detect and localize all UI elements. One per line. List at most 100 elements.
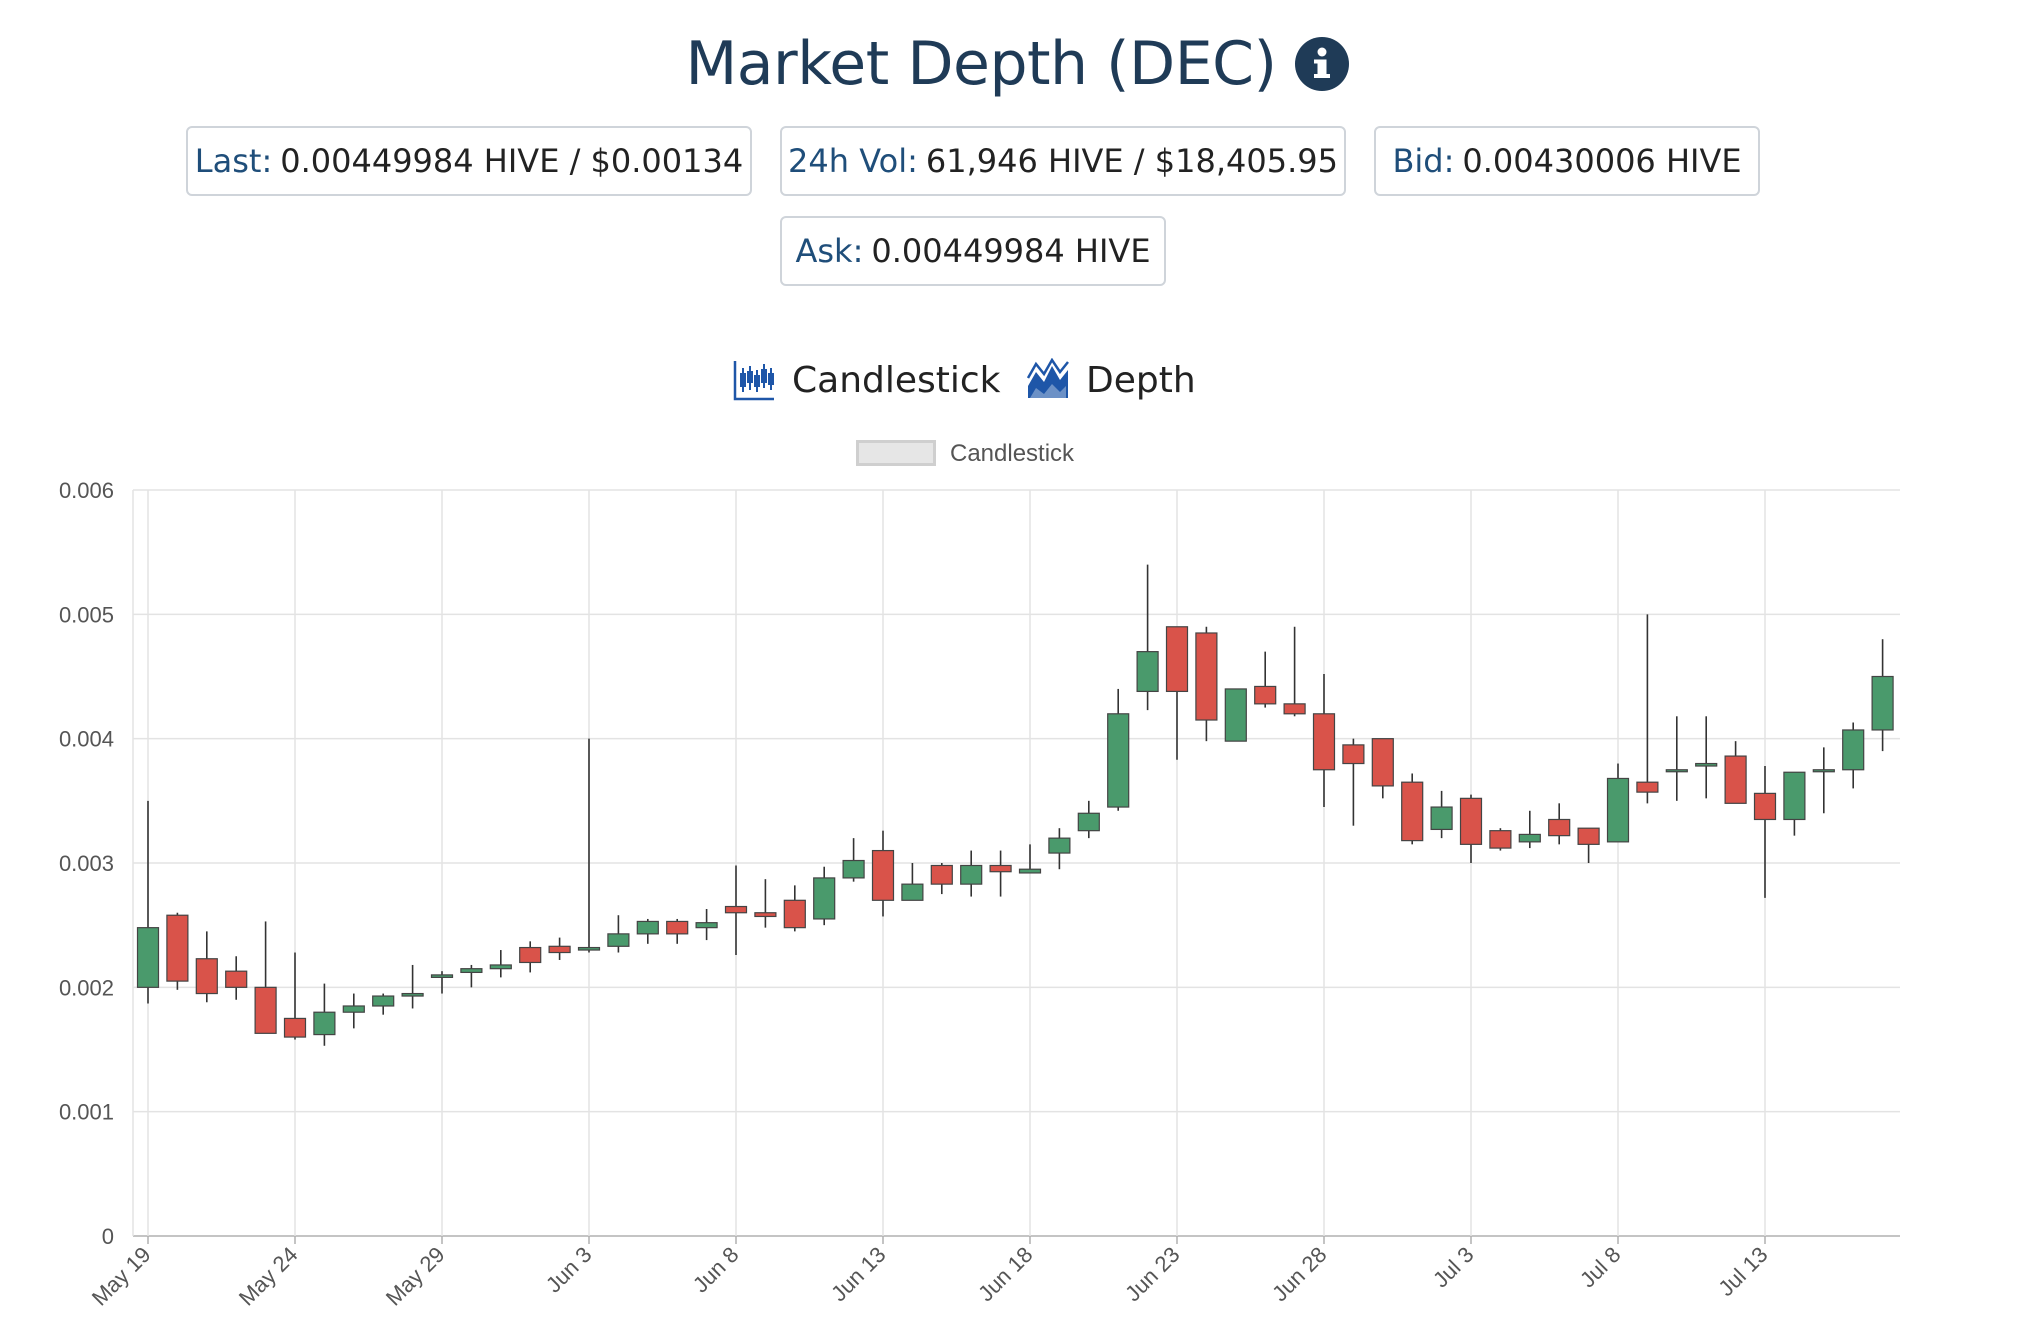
info-circle-icon[interactable]	[1294, 36, 1350, 92]
candle-body	[1195, 632, 1218, 721]
candle-body	[1459, 797, 1483, 845]
candle-body	[430, 974, 454, 978]
candle-body	[1695, 762, 1718, 767]
candle-body	[783, 899, 806, 929]
candle-body	[1842, 729, 1865, 771]
title-row: Market Depth (DEC)	[0, 18, 2036, 110]
x-tick-label: Jun 13	[826, 1242, 890, 1306]
candle-body	[901, 883, 924, 901]
y-tick-label: 0.004	[59, 727, 114, 752]
candle-body	[1342, 744, 1365, 765]
candle-body	[1753, 792, 1777, 821]
candle-body	[313, 1011, 336, 1036]
x-tick-label: Jun 28	[1267, 1242, 1331, 1306]
candle-body	[283, 1017, 307, 1038]
last-value: 0.00449984 HIVE / $0.00134	[280, 142, 744, 180]
candle-body	[1606, 777, 1630, 843]
bid-label: Bid:	[1392, 142, 1455, 180]
candle-body	[695, 922, 718, 929]
candle-body	[1136, 651, 1159, 693]
candle-body	[489, 964, 512, 970]
tab-candlestick-label: Candlestick	[792, 359, 1001, 401]
volume-value: 61,946 HIVE / $18,405.95	[925, 142, 1338, 180]
candle-body	[1518, 833, 1541, 843]
candle-body	[1489, 830, 1512, 849]
candle-body	[1283, 703, 1306, 715]
last-price-box: Last: 0.00449984 HIVE / $0.00134	[186, 126, 752, 196]
candle-body	[1871, 675, 1894, 731]
candle-body	[1312, 713, 1336, 771]
candle-body	[1048, 837, 1071, 854]
chart-tabs: Candlestick Depth	[0, 358, 2036, 418]
candle-body	[930, 864, 953, 885]
candle-body	[460, 968, 483, 974]
candle-body	[1224, 688, 1247, 742]
candle-body	[1371, 738, 1394, 787]
candle-body	[1430, 806, 1453, 831]
candle-body	[401, 992, 424, 997]
candle-body	[519, 946, 542, 964]
candle-body	[254, 986, 277, 1034]
x-tick-label: Jul 3	[1428, 1242, 1479, 1293]
candle-body	[1636, 781, 1659, 793]
candle-body	[1783, 771, 1806, 821]
y-tick-label: 0.002	[59, 975, 114, 1000]
legend-swatch[interactable]	[856, 440, 936, 466]
candle-body	[1724, 755, 1747, 804]
x-tick-label: May 24	[234, 1242, 303, 1311]
candle-body	[989, 864, 1012, 873]
candle-body	[225, 970, 248, 988]
area-chart-icon	[1026, 358, 1069, 398]
y-tick-label: 0	[102, 1224, 114, 1249]
ask-label: Ask:	[795, 232, 864, 270]
bid-box: Bid: 0.00430006 HIVE	[1374, 126, 1760, 196]
x-tick-label: Jun 3	[541, 1242, 597, 1298]
candlestick-chart-icon	[733, 361, 774, 401]
volume-box: 24h Vol: 61,946 HIVE / $18,405.95	[780, 126, 1346, 196]
candle-body	[813, 877, 836, 920]
ask-value: 0.00449984 HIVE	[871, 232, 1151, 270]
x-tick-label: Jun 18	[973, 1242, 1037, 1306]
tab-depth[interactable]: Depth	[1026, 358, 1196, 402]
candle-body	[1577, 827, 1600, 845]
candle-body	[1018, 868, 1042, 874]
last-label: Last:	[194, 142, 273, 180]
x-tick-label: Jul 13	[1713, 1242, 1772, 1301]
candle-body	[372, 995, 395, 1007]
candle-body	[342, 1005, 365, 1013]
x-tick-label: Jun 8	[688, 1242, 744, 1298]
legend-label[interactable]: Candlestick	[950, 440, 1075, 467]
candle-body	[666, 920, 689, 935]
candlestick-chart: 0 0.001 0.002 0.003 0.004 0.005 0.006 May 19 May…	[59, 478, 1900, 1311]
candle-body	[871, 849, 895, 901]
candle-body	[1812, 769, 1835, 773]
candle-body	[166, 914, 189, 982]
candle-body	[724, 905, 748, 914]
x-tick-label: May 19	[87, 1242, 156, 1311]
candle-body	[1665, 769, 1688, 773]
x-tick-label: Jun 23	[1120, 1242, 1184, 1306]
candle-body	[607, 933, 630, 947]
ask-box: Ask: 0.00449984 HIVE	[780, 216, 1166, 286]
candle-body	[960, 864, 983, 885]
y-tick-label: 0.005	[59, 602, 114, 627]
y-tick-label: 0.001	[59, 1100, 114, 1125]
page-title: Market Depth (DEC)	[685, 29, 1277, 99]
x-tick-label: May 29	[381, 1242, 450, 1311]
candle-body	[577, 946, 601, 951]
candle-body	[195, 958, 218, 995]
candle-body	[1107, 713, 1130, 808]
tab-depth-label: Depth	[1086, 359, 1196, 401]
volume-label: 24h Vol:	[788, 142, 918, 180]
candle-body	[1077, 812, 1100, 832]
bid-value: 0.00430006 HIVE	[1462, 142, 1742, 180]
candle-body	[636, 920, 659, 935]
tab-candlestick[interactable]: Candlestick	[732, 358, 1001, 402]
candle-body	[548, 945, 571, 954]
candle-body	[136, 927, 160, 988]
y-tick-label: 0.006	[59, 478, 114, 503]
candle-body	[842, 859, 865, 879]
candle-body	[754, 912, 777, 918]
candle-body	[1401, 781, 1424, 842]
y-tick-label: 0.003	[59, 851, 114, 876]
